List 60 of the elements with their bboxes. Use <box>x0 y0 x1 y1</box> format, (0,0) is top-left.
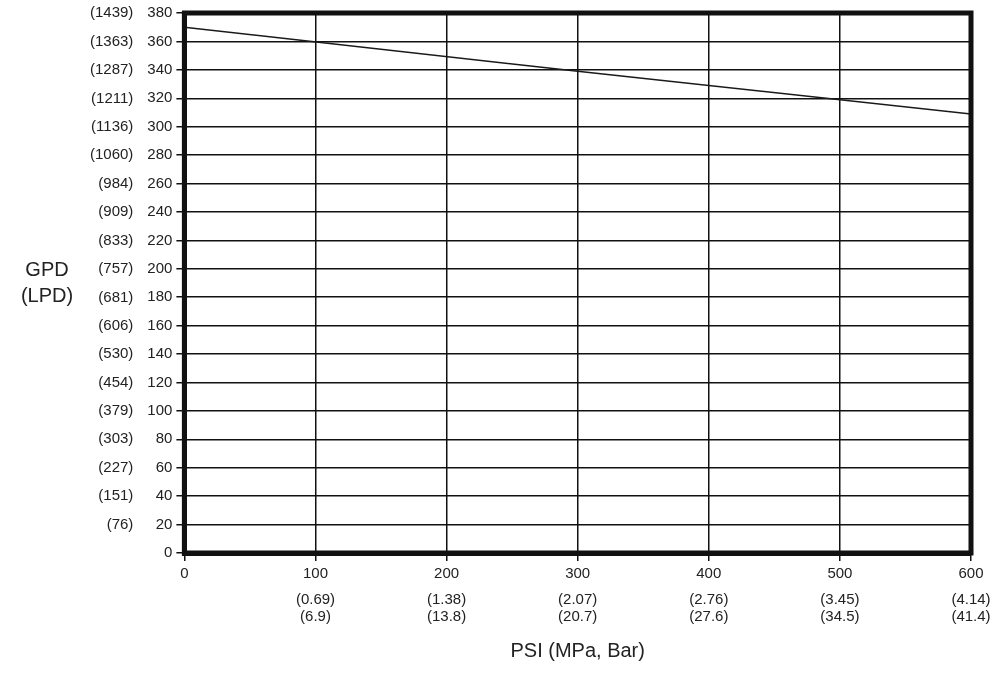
y2-tick-label: (530) <box>98 344 134 362</box>
text: (13.8) <box>427 606 467 624</box>
y-tick-label: 100 <box>147 401 173 419</box>
y-tick-label: 160 <box>147 315 173 333</box>
x2-tick-label: (0.69) <box>295 590 336 608</box>
y-tick-label: 40 <box>155 486 173 504</box>
y2-tick-label: (1136) <box>91 116 134 134</box>
text: (27.6) <box>689 606 729 624</box>
y2-tick-label: (151) <box>98 486 134 504</box>
y2-tick-label: (76) <box>106 514 134 532</box>
x-tick-label: 500 <box>827 564 853 582</box>
y-tick-label: 200 <box>147 258 173 276</box>
text: (34.5) <box>820 606 860 624</box>
y-tick-label: 280 <box>147 145 173 163</box>
x-tick-label: 400 <box>696 564 722 582</box>
y-tick-label: 240 <box>147 202 173 220</box>
y2-tick-label: (227) <box>98 457 134 475</box>
y-tick-label: 300 <box>147 116 173 134</box>
y2-tick-label: (303) <box>98 429 134 447</box>
x2-tick-label: (1.38) <box>427 590 467 608</box>
y-tick-label: 0 <box>164 543 173 561</box>
y2-tick-label: (984) <box>98 173 134 191</box>
y2-tick-label: (757) <box>98 259 134 277</box>
x2-tick-label: (3.45) <box>820 590 860 608</box>
x-tick-label: 600 <box>958 564 984 582</box>
y-tick-label: 340 <box>147 59 173 77</box>
y-tick-label: 20 <box>155 514 173 532</box>
y-tick-label: 60 <box>155 457 173 475</box>
y2-axis-title: GPD (LPD) <box>20 257 74 306</box>
y-tick-label: 80 <box>155 429 173 447</box>
y2-tick-label: (681) <box>98 287 134 305</box>
y2-tick-label: (1363) <box>90 31 134 49</box>
text: (20.7) <box>558 606 598 624</box>
y2-tick-label: (909) <box>98 202 134 220</box>
y2-tick-label: (379) <box>98 400 134 418</box>
text: (6.9) <box>300 606 331 624</box>
x-tick-label: 300 <box>565 564 591 582</box>
x-tick-label: 100 <box>302 564 328 582</box>
y-tick-label: 360 <box>147 31 173 49</box>
y2-tick-label: (606) <box>98 315 134 333</box>
y-tick-label: 180 <box>147 287 173 305</box>
y-tick-label: 380 <box>147 3 173 21</box>
y2-tick-label: (1439) <box>90 3 134 21</box>
y-tick-label: 140 <box>147 344 173 362</box>
y2-tick-label: (1287) <box>90 60 134 78</box>
y2-tick-label: (1211) <box>91 88 134 106</box>
y-tick-label: 260 <box>147 173 173 191</box>
x2-tick-label: (2.76) <box>689 590 729 608</box>
x2-tick-label: (2.07) <box>558 590 598 608</box>
x-axis-title: PSI (MPa, Bar) <box>510 638 645 661</box>
text: (41.4) <box>951 606 991 624</box>
x2-tick-label: (4.14) <box>951 590 991 608</box>
x-tick-label: 200 <box>434 564 460 582</box>
y2-tick-label: (833) <box>98 230 134 248</box>
y-tick-label: 220 <box>147 230 173 248</box>
y2-tick-label: (454) <box>98 372 134 390</box>
y2-tick-label: (1060) <box>90 145 134 163</box>
y-tick-label: 320 <box>147 88 173 106</box>
y-tick-label: 120 <box>147 372 173 390</box>
x-tick-label: 0 <box>180 564 189 582</box>
